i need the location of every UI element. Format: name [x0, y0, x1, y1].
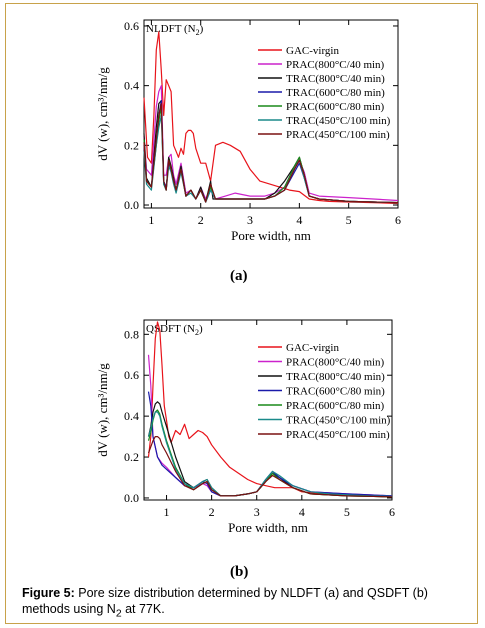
series-line: [147, 436, 393, 498]
series-line: [147, 321, 393, 497]
legend-label: PRAC(800°C/40 min): [286, 357, 385, 369]
legend-label: PRAC(450°C/100 min): [286, 429, 390, 441]
series-line: [147, 411, 393, 497]
caption-subscript: 2: [115, 608, 122, 620]
y-tick-label: 0.0: [124, 198, 139, 212]
y-tick-label: 0.8: [124, 327, 139, 341]
legend-label: TRAC(450°C/100 min): [286, 115, 391, 127]
x-tick-label: 6: [389, 505, 395, 519]
x-tick-label: 1: [164, 505, 170, 519]
x-tick-label: 6: [395, 213, 401, 227]
x-axis-label: Pore width, nm: [231, 228, 311, 243]
legend-label: TRAC(600°C/80 min): [286, 87, 385, 99]
method-label: NLDFT (N2): [146, 23, 204, 37]
y-axis-label: dV (w), cm³/nm/g: [95, 67, 110, 161]
figure-frame: [5, 3, 478, 624]
legend-label: TRAC(800°C/40 min): [286, 73, 385, 85]
x-tick-label: 1: [148, 213, 154, 227]
legend-label: GAC-virgin: [286, 45, 339, 57]
y-tick-label: 0.4: [124, 79, 139, 93]
legend-label: TRAC(450°C/100 min): [286, 415, 391, 427]
nldft-chart: NLDFT (N2) 1 2 3 4 5 6 0.0 0.2 0.4 0.6 Pore width, …: [95, 19, 401, 243]
x-tick-label: 5: [344, 505, 350, 519]
y-tick-label: 0.4: [124, 409, 139, 423]
legend-label: TRAC(800°C/40 min): [286, 371, 385, 383]
method-label: QSDFT (N2): [146, 323, 203, 337]
caption-text: Pore size distribution determined by NLD…: [22, 586, 428, 616]
plot-frame: [143, 19, 399, 209]
y-tick-label: 0.2: [124, 138, 139, 152]
legend-label: PRAC(450°C/100 min): [286, 129, 390, 141]
y-tick-label: 0.6: [124, 368, 139, 382]
x-tick-label: 4: [296, 213, 302, 227]
x-axis-label: Pore width, nm: [228, 520, 308, 535]
legend-label: GAC-virgin: [286, 342, 339, 354]
y-tick-label: 0.0: [124, 491, 139, 505]
plot-frame: [143, 319, 393, 501]
legend-label: TRAC(600°C/80 min): [286, 386, 385, 398]
x-tick-label: 3: [254, 505, 260, 519]
caption-text-end: at 77K.: [121, 602, 165, 616]
panel-label-b: (b): [230, 564, 249, 580]
x-tick-label: 2: [198, 213, 204, 227]
caption-label: Figure 5:: [22, 586, 75, 600]
legend-label: PRAC(600°C/80 min): [286, 400, 385, 412]
x-tick-label: 4: [299, 505, 305, 519]
panel-label-a: (a): [230, 268, 248, 284]
y-tick-label: 0.2: [124, 450, 139, 464]
x-tick-label: 3: [247, 213, 253, 227]
series-line: [143, 31, 399, 205]
series-line: [143, 102, 399, 204]
y-axis-label: dV (w), cm³/nm/g: [95, 363, 110, 457]
legend-label: PRAC(600°C/80 min): [286, 101, 385, 113]
y-tick-label: 0.6: [124, 19, 139, 33]
x-tick-label: 5: [346, 213, 352, 227]
x-tick-label: 2: [209, 505, 215, 519]
legend-label: PRAC(800°C/40 min): [286, 59, 385, 71]
qsdft-chart: QSDFT (N2) 1 2 3 4 5 6 0.0 0.2 0.4 0.6 0.8 Pore widt…: [95, 319, 395, 535]
figure-caption: Figure 5: Pore size distribution determi…: [22, 585, 462, 623]
